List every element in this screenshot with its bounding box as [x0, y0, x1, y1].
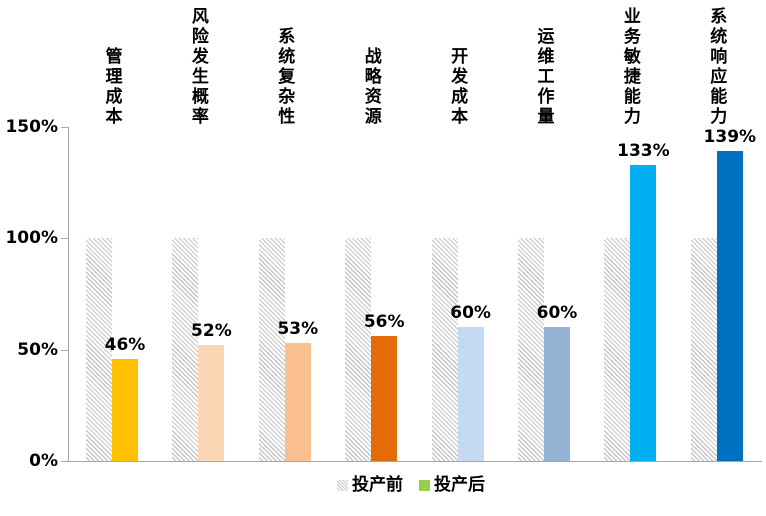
value-label-7: 139%: [703, 127, 757, 148]
bar-before-1: [172, 238, 199, 461]
legend-label-0: 投产前: [352, 475, 403, 495]
value-label-3: 56%: [363, 312, 405, 333]
bar-before-3: [345, 238, 372, 461]
legend-item-0: 投产前: [337, 476, 403, 494]
category-label-5: 运维工作量: [533, 27, 554, 127]
y-tick-label: 50%: [17, 339, 58, 360]
legend-swatch-solid: [419, 479, 430, 491]
category-label-3: 战略资源: [360, 47, 381, 127]
legend: 投产前 投产后: [337, 476, 485, 494]
bar-before-2: [258, 238, 285, 461]
y-tick-label: 100%: [5, 228, 58, 249]
category-label-2: 系统复杂性: [274, 27, 295, 127]
bar-after-4: [457, 327, 484, 461]
bar-after-3: [371, 336, 398, 461]
value-label-0: 46%: [104, 334, 146, 355]
bar-before-0: [86, 238, 112, 461]
x-axis-line: [68, 461, 762, 462]
legend-swatch-hatched: [337, 479, 348, 491]
value-label-1: 52%: [191, 321, 232, 342]
bar-after-5: [544, 327, 570, 461]
y-tick-mark: [61, 349, 68, 351]
bar-after-7: [716, 151, 743, 461]
bar-after-2: [284, 342, 311, 461]
bar-after-0: [112, 358, 138, 461]
y-tick-mark: [61, 461, 68, 462]
legend-item-1: 投产后: [419, 476, 485, 494]
category-label-6: 业务敏捷能力: [619, 7, 640, 127]
bar-before-5: [518, 238, 544, 461]
y-tick-label: 150%: [5, 117, 58, 137]
bar-before-6: [604, 238, 631, 461]
category-label-0: 管理成本: [101, 47, 122, 127]
value-label-2: 53%: [277, 318, 319, 339]
category-label-4: 开发成本: [447, 47, 468, 127]
value-label-4: 60%: [450, 303, 491, 324]
value-label-6: 133%: [617, 140, 670, 161]
value-label-5: 60%: [536, 303, 578, 324]
category-label-1: 风险发生概率: [187, 7, 208, 127]
y-axis-line: [68, 127, 69, 461]
y-tick-mark: [61, 238, 68, 240]
bar-after-1: [198, 345, 225, 461]
y-tick-label: 0%: [29, 451, 58, 471]
legend-label-1: 投产后: [434, 475, 485, 495]
bar-after-6: [630, 164, 657, 461]
bar-before-7: [690, 238, 717, 461]
y-tick-mark: [61, 127, 68, 128]
bar-before-4: [431, 238, 458, 461]
category-label-7: 系统响应能力: [706, 7, 727, 127]
